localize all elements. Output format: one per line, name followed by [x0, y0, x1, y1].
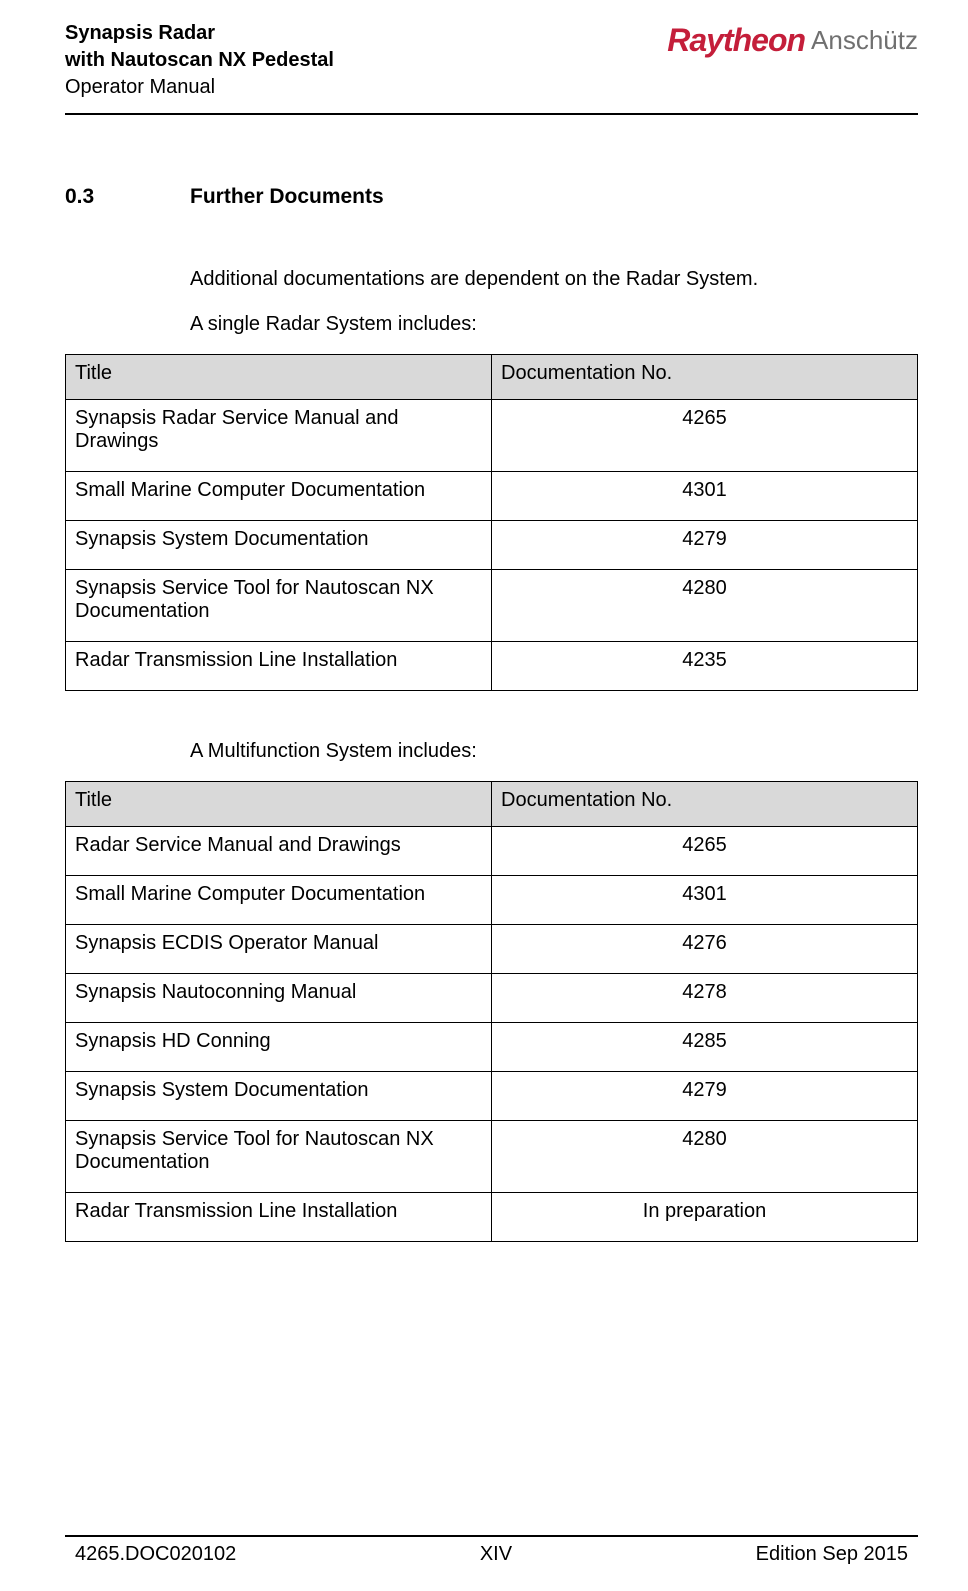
table-row: Small Marine Computer Documentation 4301	[66, 472, 918, 521]
table-row: Synapsis Service Tool for Nautoscan NX D…	[66, 570, 918, 642]
documents-table-single: Title Documentation No. Synapsis Radar S…	[65, 354, 918, 691]
page-header: Synapsis Radar with Nautoscan NX Pedesta…	[65, 20, 918, 101]
table-row: Radar Transmission Line Installation In …	[66, 1193, 918, 1242]
page-footer: 4265.DOC020102 XIV Edition Sep 2015	[65, 1535, 918, 1566]
table-cell-docno: 4285	[492, 1023, 918, 1072]
table-row: Synapsis HD Conning 4285	[66, 1023, 918, 1072]
table-row: Synapsis Radar Service Manual and Drawin…	[66, 400, 918, 472]
table-cell-docno: 4301	[492, 876, 918, 925]
table-cell-docno: 4280	[492, 570, 918, 642]
table-cell-title: Synapsis HD Conning	[66, 1023, 492, 1072]
table-cell-title: Radar Transmission Line Installation	[66, 642, 492, 691]
table-cell-title: Synapsis Service Tool for Nautoscan NX D…	[66, 570, 492, 642]
documents-table-multifunction: Title Documentation No. Radar Service Ma…	[65, 781, 918, 1242]
table-cell-title: Radar Service Manual and Drawings	[66, 827, 492, 876]
footer-edition: Edition Sep 2015	[756, 1543, 908, 1566]
table-cell-title: Synapsis Nautoconning Manual	[66, 974, 492, 1023]
footer-doc-id: 4265.DOC020102	[75, 1543, 236, 1566]
table-cell-title: Synapsis System Documentation	[66, 521, 492, 570]
table-header-row: Title Documentation No.	[66, 355, 918, 400]
table-cell-docno: 4235	[492, 642, 918, 691]
table-row: Radar Transmission Line Installation 423…	[66, 642, 918, 691]
intro-paragraph-2: A single Radar System includes:	[190, 309, 918, 340]
table-cell-docno: 4280	[492, 1121, 918, 1193]
table-row: Synapsis ECDIS Operator Manual 4276	[66, 925, 918, 974]
footer-row: 4265.DOC020102 XIV Edition Sep 2015	[65, 1543, 918, 1566]
table-cell-title: Radar Transmission Line Installation	[66, 1193, 492, 1242]
table-cell-docno: In preparation	[492, 1193, 918, 1242]
table-cell-docno: 4279	[492, 1072, 918, 1121]
table-header-title: Title	[66, 355, 492, 400]
header-title-block: Synapsis Radar with Nautoscan NX Pedesta…	[65, 20, 334, 101]
table-cell-docno: 4265	[492, 827, 918, 876]
logo: Raytheon Anschütz	[667, 20, 918, 59]
table-cell-title: Synapsis Radar Service Manual and Drawin…	[66, 400, 492, 472]
section-title: Further Documents	[190, 185, 384, 209]
section-heading: 0.3 Further Documents	[65, 185, 918, 209]
footer-divider	[65, 1535, 918, 1537]
table-cell-docno: 4278	[492, 974, 918, 1023]
footer-page-number: XIV	[480, 1543, 512, 1566]
table-cell-title: Synapsis System Documentation	[66, 1072, 492, 1121]
table-row: Small Marine Computer Documentation 4301	[66, 876, 918, 925]
table-cell-title: Synapsis Service Tool for Nautoscan NX D…	[66, 1121, 492, 1193]
intro-paragraph-1: Additional documentations are dependent …	[190, 264, 918, 295]
table-cell-docno: 4265	[492, 400, 918, 472]
table-header-title: Title	[66, 782, 492, 827]
table-cell-title: Small Marine Computer Documentation	[66, 472, 492, 521]
table-header-row: Title Documentation No.	[66, 782, 918, 827]
header-title-line1: Synapsis Radar	[65, 20, 334, 47]
intro-paragraph-3: A Multifunction System includes:	[190, 736, 918, 767]
table-row: Synapsis Service Tool for Nautoscan NX D…	[66, 1121, 918, 1193]
table-cell-docno: 4301	[492, 472, 918, 521]
table-cell-docno: 4279	[492, 521, 918, 570]
header-divider	[65, 113, 918, 115]
table-row: Synapsis System Documentation 4279	[66, 1072, 918, 1121]
header-subtitle: Operator Manual	[65, 74, 334, 101]
table-header-docno: Documentation No.	[492, 355, 918, 400]
table-cell-title: Small Marine Computer Documentation	[66, 876, 492, 925]
table-header-docno: Documentation No.	[492, 782, 918, 827]
section-number: 0.3	[65, 185, 190, 209]
logo-subbrand: Anschütz	[811, 25, 918, 56]
table-row: Radar Service Manual and Drawings 4265	[66, 827, 918, 876]
table-cell-docno: 4276	[492, 925, 918, 974]
table-row: Synapsis System Documentation 4279	[66, 521, 918, 570]
table-row: Synapsis Nautoconning Manual 4278	[66, 974, 918, 1023]
table-cell-title: Synapsis ECDIS Operator Manual	[66, 925, 492, 974]
logo-brand: Raytheon	[667, 22, 805, 59]
header-title-line2: with Nautoscan NX Pedestal	[65, 47, 334, 74]
